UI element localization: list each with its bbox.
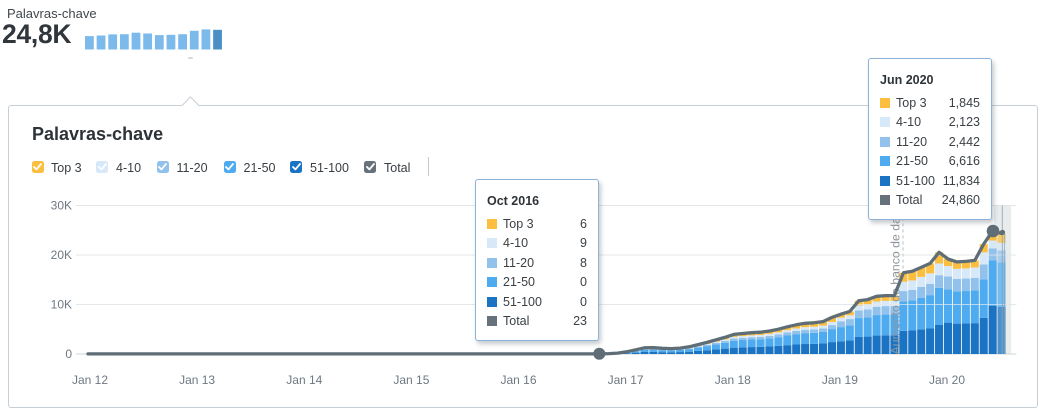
svg-text:Jan 18: Jan 18 [715,373,751,387]
svg-text:Jan 20: Jan 20 [929,373,965,387]
svg-text:Jan 16: Jan 16 [500,373,536,387]
svg-text:10K: 10K [51,298,72,312]
svg-text:20K: 20K [51,248,72,262]
svg-text:Jan 15: Jan 15 [393,373,429,387]
svg-text:Jan 19: Jan 19 [822,373,858,387]
svg-text:30K: 30K [51,199,72,213]
svg-text:Aumento do banco de dados: Aumento do banco de dados [889,197,903,354]
svg-text:0: 0 [65,347,72,361]
svg-text:Jan 14: Jan 14 [286,373,322,387]
svg-text:Jan 13: Jan 13 [179,373,215,387]
svg-text:Jan 17: Jan 17 [608,373,644,387]
svg-text:Jan 12: Jan 12 [72,373,108,387]
